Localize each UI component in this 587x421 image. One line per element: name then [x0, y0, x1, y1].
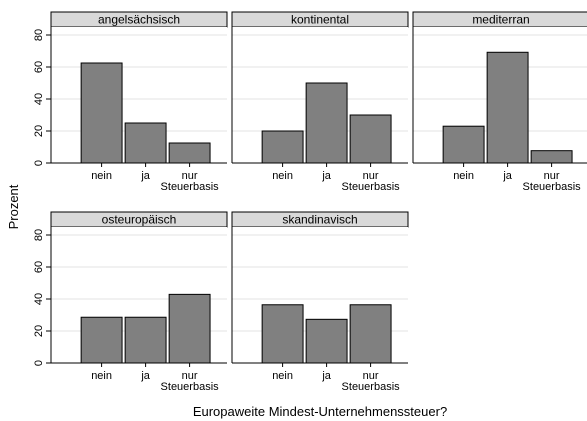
- x-tick-label: nur: [182, 170, 198, 182]
- x-tick-label: nur: [363, 170, 379, 182]
- bar-ja: [124, 316, 167, 364]
- panel-title: mediterran: [472, 13, 529, 27]
- x-tick-label: nur: [544, 170, 560, 182]
- panel-title: kontinental: [291, 13, 349, 27]
- y-tick-label: 80: [33, 29, 45, 41]
- x-tick-label: ja: [140, 170, 150, 182]
- y-tick-label: 0: [33, 160, 45, 166]
- x-tick-label: ja: [321, 170, 331, 182]
- x-tick-label: nein: [272, 170, 293, 182]
- y-tick-label: 20: [33, 325, 45, 337]
- x-tick-label: ja: [321, 370, 331, 382]
- x-tick-label: nein: [453, 170, 474, 182]
- x-tick-label: ja: [502, 170, 512, 182]
- y-tick-label: 80: [33, 229, 45, 241]
- bar-ja: [124, 122, 167, 164]
- bar-nur Steuerbasis: [168, 293, 211, 364]
- bar-nur Steuerbasis: [168, 142, 211, 164]
- x-tick-label: Steuerbasis: [523, 181, 582, 193]
- bar-ja: [486, 51, 529, 164]
- y-tick-label: 40: [33, 93, 45, 105]
- panel-4: osteuropäisch 0 20 40 60 80 nein ja nurSteuerbas…: [33, 211, 228, 393]
- bar-nein: [80, 316, 123, 364]
- panel-title: angelsächsisch: [98, 13, 180, 27]
- y-tick-label: 60: [33, 261, 45, 273]
- y-tick-label: 40: [33, 293, 45, 305]
- x-tick-label: Steuerbasis: [342, 381, 401, 393]
- panel-title: skandinavisch: [282, 213, 357, 227]
- panel-1: angelsächsisch 0 20 40 60 80 nein ja nurSteuerba…: [33, 11, 228, 193]
- x-tick-label: ja: [140, 370, 150, 382]
- bar-nein: [261, 304, 304, 364]
- x-tick-label: nein: [91, 170, 112, 182]
- y-tick-label: 20: [33, 125, 45, 137]
- panel-title: osteuropäisch: [102, 213, 177, 227]
- bar-nein: [80, 62, 123, 164]
- y-tick-label: 60: [33, 61, 45, 73]
- bar-nur Steuerbasis: [530, 150, 573, 164]
- x-tick-label: nein: [272, 370, 293, 382]
- x-tick-label: nur: [363, 370, 379, 382]
- x-tick-label: Steuerbasis: [342, 181, 401, 193]
- bar-nur Steuerbasis: [349, 114, 392, 164]
- x-tick-label: nur: [182, 370, 198, 382]
- x-tick-label: Steuerbasis: [161, 381, 220, 393]
- x-tick-label: Steuerbasis: [161, 181, 220, 193]
- x-axis-title: Europaweite Mindest-Unternehmenssteuer?: [193, 404, 447, 419]
- bar-nur Steuerbasis: [349, 304, 392, 364]
- y-tick-label: 0: [33, 360, 45, 366]
- bar-ja: [305, 82, 348, 164]
- bar-nein: [261, 130, 304, 164]
- y-axis-title: Prozent: [6, 184, 21, 229]
- x-tick-label: nein: [91, 370, 112, 382]
- bar-nein: [442, 125, 485, 164]
- bar-ja: [305, 318, 348, 364]
